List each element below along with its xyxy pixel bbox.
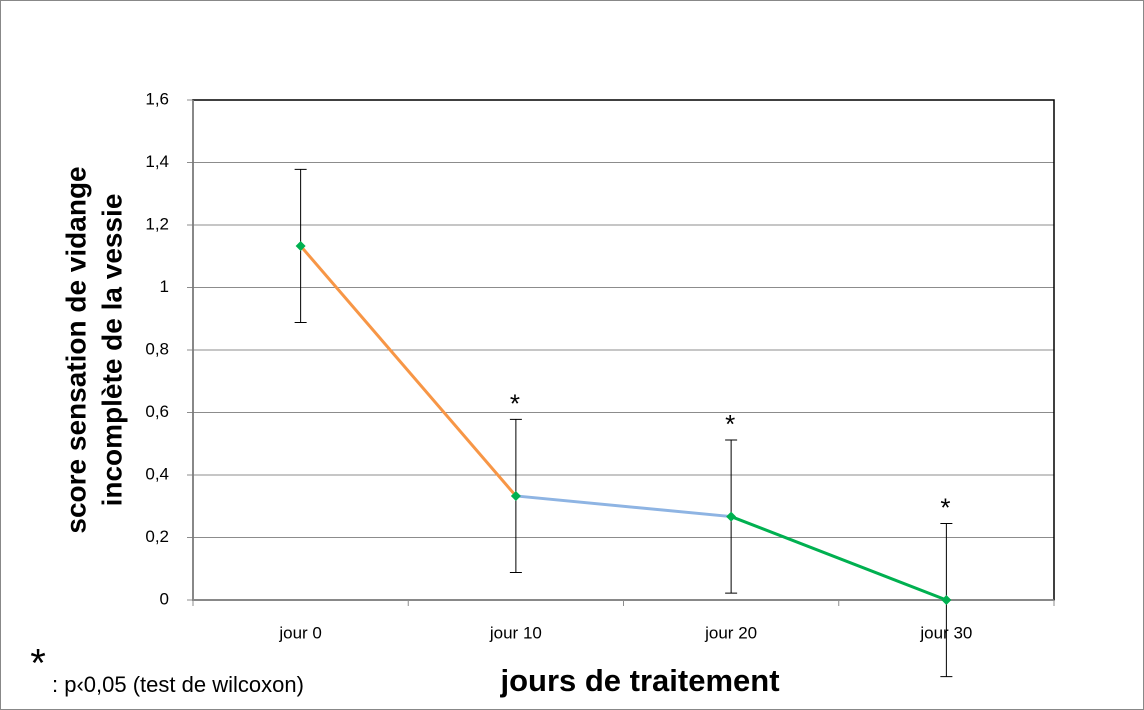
x-tick-label: jour 10 <box>489 623 542 642</box>
x-tick-label: jour 0 <box>278 623 322 642</box>
y-tick-label: 0,6 <box>145 402 169 421</box>
marker <box>726 511 737 522</box>
y-tick-label: 0,2 <box>145 527 169 546</box>
y-axis-label: score sensation de vidange incomplète de… <box>60 166 127 533</box>
footnote: : p‹0,05 (test de wilcoxon) <box>52 672 304 697</box>
significance-label: * <box>940 492 950 522</box>
line-segment <box>299 244 518 497</box>
y-tick-label: 0,4 <box>145 464 169 483</box>
line-segment <box>515 494 732 519</box>
x-axis-label: jours de traitement <box>499 663 779 698</box>
marker <box>941 595 952 605</box>
y-axis-label-line: incomplète de la vessie <box>96 194 127 507</box>
y-axis-label-line: score sensation de vidange <box>60 166 91 533</box>
significance-label: * <box>510 388 520 418</box>
y-tick-label: 1,2 <box>145 214 169 233</box>
marker <box>295 240 306 251</box>
x-tick-label: jour 30 <box>919 623 972 642</box>
significance-label: * <box>725 409 735 439</box>
footnote-symbol: * <box>30 642 46 686</box>
y-tick-label: 0 <box>160 589 169 608</box>
y-tick-label: 1,4 <box>145 152 169 171</box>
y-tick-label: 1 <box>160 277 169 296</box>
marker <box>510 490 521 501</box>
y-tick-label: 0,8 <box>145 339 169 358</box>
y-tick-label: 1,6 <box>145 89 169 108</box>
line-segment <box>730 515 947 602</box>
x-tick-label: jour 20 <box>704 623 757 642</box>
